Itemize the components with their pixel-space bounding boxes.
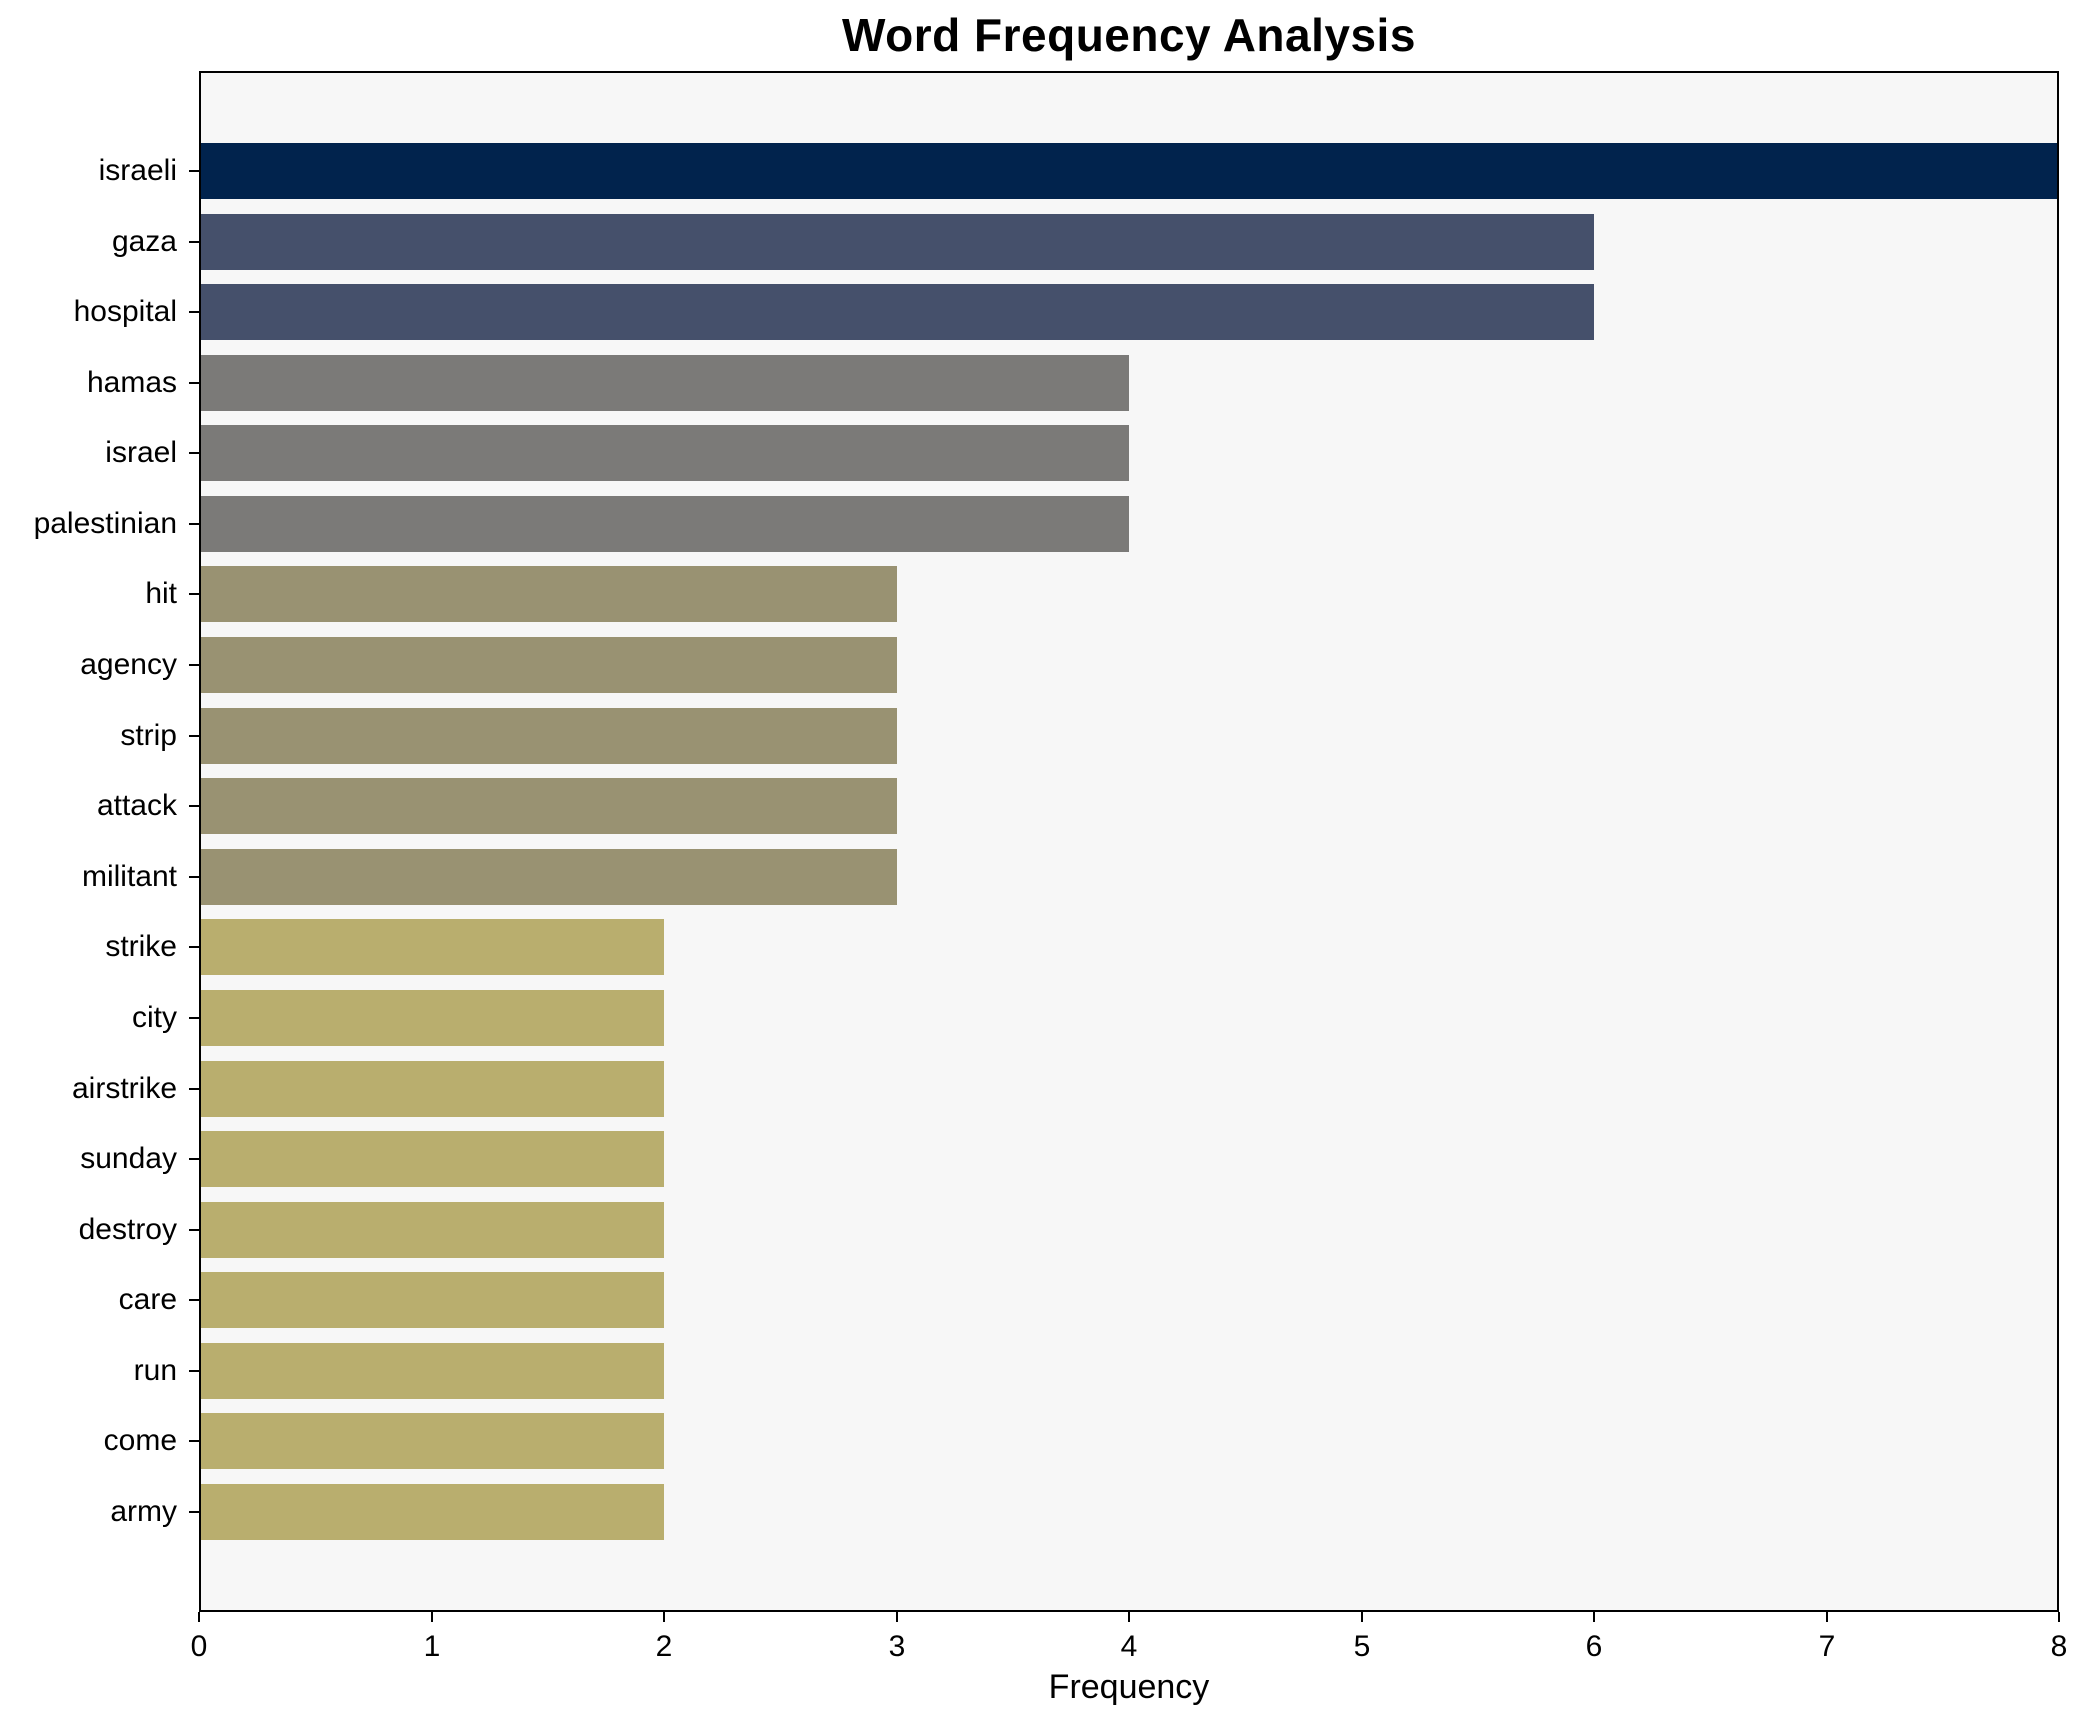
y-tick-mark <box>189 1088 199 1090</box>
y-tick-mark <box>189 1017 199 1019</box>
y-tick-label-palestinian: palestinian <box>33 507 177 540</box>
y-tick-mark <box>189 1440 199 1442</box>
x-tick-label-2: 2 <box>655 1630 673 1663</box>
bar-attack <box>199 778 897 834</box>
y-tick-label-hospital: hospital <box>73 295 177 328</box>
bar-militant <box>199 849 897 905</box>
bar-strip <box>199 708 897 764</box>
x-tick-label-7: 7 <box>1818 1630 1836 1663</box>
x-tick-label-5: 5 <box>1353 1630 1371 1663</box>
y-tick-mark <box>189 1158 199 1160</box>
y-tick-label-army: army <box>110 1495 177 1528</box>
bar-sunday <box>199 1131 664 1187</box>
bar-palestinian <box>199 496 1129 552</box>
y-tick-mark <box>189 241 199 243</box>
y-tick-mark <box>189 805 199 807</box>
x-tick-label-6: 6 <box>1585 1630 1603 1663</box>
x-tick-label-8: 8 <box>2050 1630 2068 1663</box>
y-tick-label-israel: israel <box>105 436 177 469</box>
x-tick-label-1: 1 <box>423 1630 441 1663</box>
bar-strike <box>199 919 664 975</box>
y-tick-mark <box>189 1511 199 1513</box>
y-tick-label-care: care <box>118 1283 177 1316</box>
x-tick-mark <box>431 1612 433 1622</box>
y-tick-mark <box>189 452 199 454</box>
y-tick-mark <box>189 382 199 384</box>
y-tick-label-militant: militant <box>81 860 177 893</box>
bar-army <box>199 1484 664 1540</box>
y-tick-mark <box>189 735 199 737</box>
bar-run <box>199 1343 664 1399</box>
bar-agency <box>199 637 897 693</box>
y-tick-label-airstrike: airstrike <box>71 1072 177 1105</box>
y-tick-label-strip: strip <box>120 719 177 752</box>
y-tick-mark <box>189 1370 199 1372</box>
y-tick-label-attack: attack <box>96 789 177 822</box>
y-tick-label-come: come <box>103 1424 177 1457</box>
y-tick-mark <box>189 1229 199 1231</box>
y-tick-label-agency: agency <box>80 648 177 681</box>
y-tick-label-gaza: gaza <box>111 225 177 258</box>
y-tick-mark <box>189 170 199 172</box>
y-tick-mark <box>189 1299 199 1301</box>
y-tick-mark <box>189 523 199 525</box>
y-tick-label-run: run <box>133 1354 177 1387</box>
x-tick-mark <box>1361 1612 1363 1622</box>
y-tick-mark <box>189 876 199 878</box>
bar-hospital <box>199 284 1594 340</box>
bar-gaza <box>199 214 1594 270</box>
y-tick-label-city: city <box>132 1001 177 1034</box>
y-tick-mark <box>189 946 199 948</box>
y-tick-label-israeli: israeli <box>98 154 177 187</box>
bar-israeli <box>199 143 2059 199</box>
bar-israel <box>199 425 1129 481</box>
x-tick-mark <box>2058 1612 2060 1622</box>
y-tick-label-hamas: hamas <box>86 366 177 399</box>
bar-hamas <box>199 355 1129 411</box>
y-tick-label-sunday: sunday <box>80 1142 177 1175</box>
chart-title: Word Frequency Analysis <box>842 9 1416 61</box>
bar-airstrike <box>199 1061 664 1117</box>
x-axis-label: Frequency <box>1048 1668 1210 1706</box>
y-tick-mark <box>189 664 199 666</box>
bar-city <box>199 990 664 1046</box>
x-tick-label-4: 4 <box>1120 1630 1138 1663</box>
x-tick-mark <box>1826 1612 1828 1622</box>
y-tick-label-destroy: destroy <box>78 1213 177 1246</box>
y-tick-mark <box>189 311 199 313</box>
bar-hit <box>199 566 897 622</box>
x-tick-mark <box>896 1612 898 1622</box>
y-tick-mark <box>189 593 199 595</box>
y-tick-label-hit: hit <box>145 577 177 610</box>
x-tick-mark <box>1128 1612 1130 1622</box>
x-tick-mark <box>663 1612 665 1622</box>
y-tick-label-strike: strike <box>105 930 177 963</box>
bar-destroy <box>199 1202 664 1258</box>
x-tick-mark <box>1593 1612 1595 1622</box>
bar-care <box>199 1272 664 1328</box>
x-tick-mark <box>198 1612 200 1622</box>
x-tick-label-3: 3 <box>888 1630 906 1663</box>
bar-come <box>199 1413 664 1469</box>
x-tick-label-0: 0 <box>190 1630 208 1663</box>
